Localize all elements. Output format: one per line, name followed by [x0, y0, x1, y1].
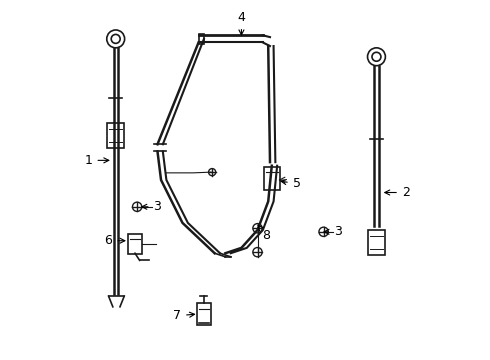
Text: 1: 1	[85, 154, 109, 167]
Text: 6: 6	[104, 234, 125, 247]
Text: 3: 3	[324, 225, 342, 238]
Bar	[107, 123, 124, 148]
Bar	[264, 167, 280, 190]
Bar	[128, 234, 142, 254]
Text: 5: 5	[281, 177, 301, 190]
Bar	[197, 303, 211, 325]
Bar	[198, 33, 204, 44]
Text: 3: 3	[142, 200, 161, 213]
Text: 2: 2	[385, 186, 410, 199]
Text: 8: 8	[258, 225, 270, 242]
Text: 7: 7	[173, 309, 195, 322]
Bar	[368, 230, 385, 255]
Text: 4: 4	[238, 11, 245, 35]
